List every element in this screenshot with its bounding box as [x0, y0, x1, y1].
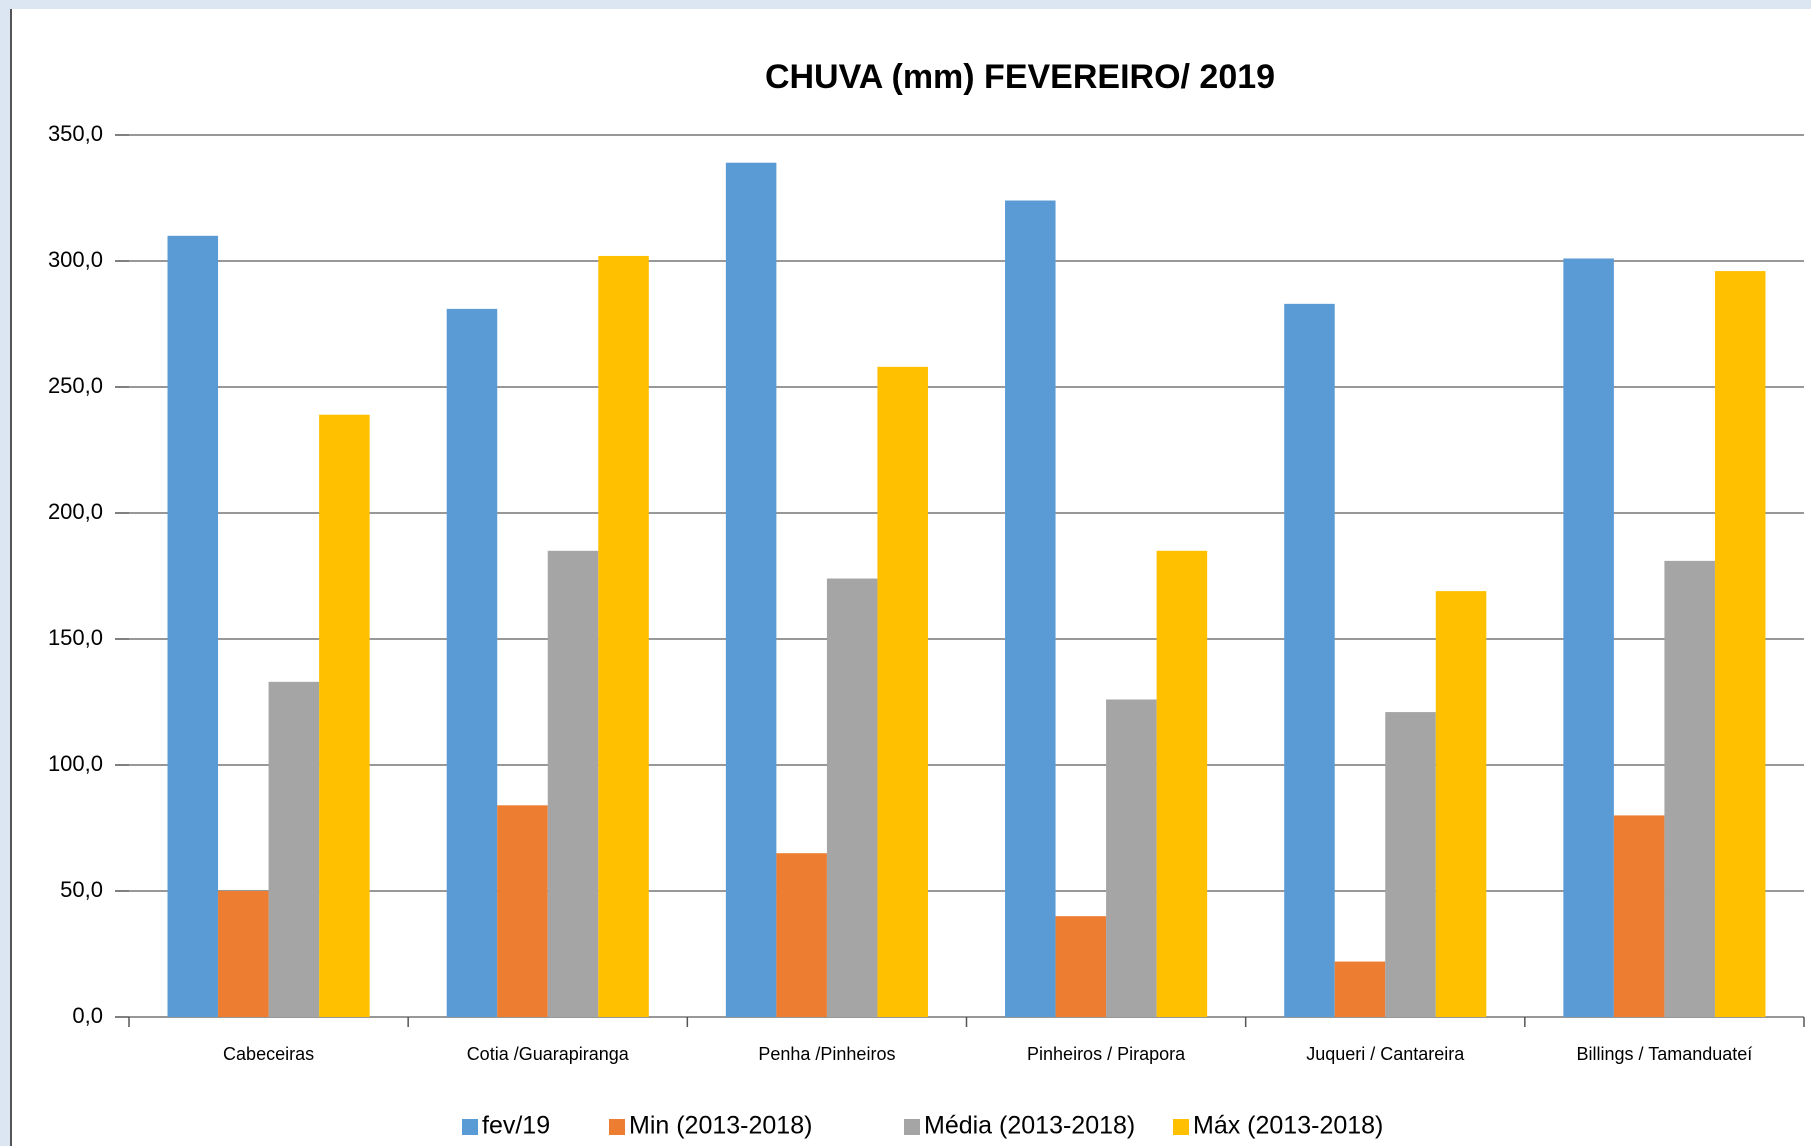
- bar: [167, 235, 219, 1018]
- bar: [497, 805, 548, 1017]
- legend-label: Média (2013-2018): [924, 1112, 1135, 1140]
- legend-label: Min (2013-2018): [629, 1112, 812, 1140]
- legend-swatch: [904, 1119, 920, 1135]
- x-tick-label: Cotia /Guarapiranga: [467, 1044, 630, 1064]
- y-tick-label: 350,0: [48, 121, 103, 146]
- bar: [776, 853, 827, 1017]
- bar: [1334, 961, 1386, 1017]
- chart-title: CHUVA (mm) FEVEREIRO/ 2019: [765, 58, 1275, 96]
- x-tick-label: Juqueri / Cantareira: [1306, 1044, 1465, 1064]
- legend-swatch: [462, 1119, 478, 1135]
- bar: [826, 578, 878, 1017]
- bar: [1106, 699, 1157, 1017]
- bar: [1435, 591, 1487, 1017]
- bar: [547, 550, 599, 1017]
- y-tick-label: 250,0: [48, 373, 103, 398]
- bar: [1714, 271, 1766, 1018]
- bar: [1284, 303, 1335, 1018]
- bar: [1055, 916, 1107, 1017]
- bar: [598, 255, 649, 1017]
- y-tick-label: 0,0: [72, 1003, 103, 1028]
- bar: [1385, 712, 1436, 1017]
- bar: [725, 162, 777, 1018]
- bar: [446, 308, 498, 1017]
- bar: [218, 891, 269, 1017]
- bar: [1005, 200, 1056, 1017]
- legend-label: Máx (2013-2018): [1193, 1112, 1383, 1140]
- bar: [268, 681, 320, 1017]
- x-tick-label: Penha /Pinheiros: [758, 1044, 895, 1064]
- x-tick-label: Pinheiros / Pirapora: [1027, 1044, 1186, 1064]
- legend-label: fev/19: [482, 1112, 550, 1140]
- bar: [1664, 560, 1715, 1017]
- bar: [1613, 815, 1665, 1017]
- bar: [877, 366, 928, 1018]
- y-tick-label: 100,0: [48, 751, 103, 776]
- bar: [319, 414, 370, 1018]
- x-tick-label: Cabeceiras: [223, 1044, 314, 1064]
- y-tick-label: 50,0: [60, 877, 103, 902]
- legend-swatch: [1173, 1119, 1189, 1135]
- y-tick-label: 200,0: [48, 499, 103, 524]
- x-tick-label: Billings / Tamanduateí: [1577, 1044, 1753, 1064]
- legend-swatch: [609, 1119, 625, 1135]
- y-tick-label: 300,0: [48, 247, 103, 272]
- bar: [1563, 258, 1614, 1018]
- y-tick-label: 150,0: [48, 625, 103, 650]
- bar: [1156, 550, 1208, 1017]
